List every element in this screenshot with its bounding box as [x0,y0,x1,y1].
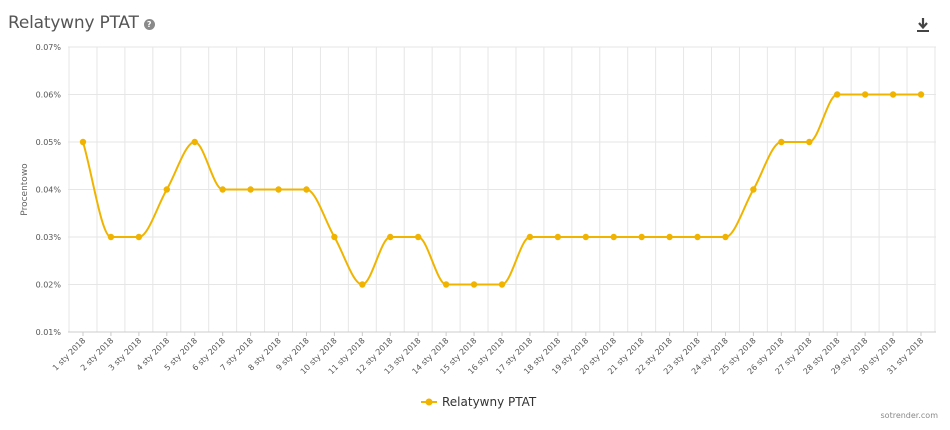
data-point [806,138,813,146]
y-axis-title: Procentowo [20,163,30,216]
question-circle-icon[interactable]: ? [143,18,155,30]
data-point [889,91,897,98]
y-tick-label: 0.05% [36,138,62,147]
data-point [610,233,617,241]
data-point [163,186,170,193]
data-point [554,233,562,241]
download-icon[interactable] [914,16,932,34]
y-tick-label: 0.03% [36,233,62,242]
data-point [442,281,450,288]
data-point [917,91,925,98]
data-point [191,138,198,146]
data-point [666,233,673,241]
data-point [861,91,869,98]
y-tick-label: 0.07% [36,43,62,52]
y-tick-label: 0.01% [36,328,62,337]
data-point [694,233,701,241]
data-point [638,233,645,241]
page-title: Relatywny PTAT [8,13,139,33]
data-point [135,233,143,241]
data-point [526,233,534,241]
y-tick-label: 0.06% [36,91,62,100]
credit-text: sotrender.com [880,411,939,420]
data-point [275,186,282,193]
data-point [750,186,757,193]
data-point [359,281,366,288]
data-point [331,233,338,241]
data-point [470,281,478,288]
y-tick-label: 0.02% [36,281,62,290]
legend-marker [425,398,433,406]
data-point [219,186,226,193]
data-point [498,281,506,288]
data-point [247,186,254,193]
legend-label: Relatywny PTAT [442,395,537,409]
data-point [582,233,589,241]
data-point [303,186,310,193]
chart-header: Relatywny PTAT ? [8,10,155,36]
y-tick-label: 0.04% [36,186,62,195]
data-point [79,138,87,146]
data-point [415,233,422,241]
data-point [722,233,729,241]
data-point [778,138,785,146]
data-point [107,233,115,241]
data-point [387,233,394,241]
data-point [834,91,841,98]
